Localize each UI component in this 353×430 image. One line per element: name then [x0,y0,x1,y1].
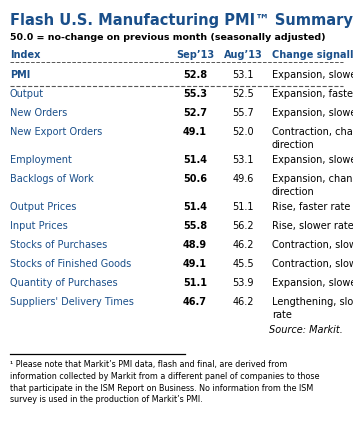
Text: 55.8: 55.8 [183,221,207,230]
Text: Quantity of Purchases: Quantity of Purchases [10,277,118,287]
Text: 52.8: 52.8 [183,70,207,80]
Text: Flash U.S. Manufacturing PMI™ Summary: Flash U.S. Manufacturing PMI™ Summary [10,13,353,28]
Text: Rise, slower rate: Rise, slower rate [272,221,353,230]
Text: Stocks of Finished Goods: Stocks of Finished Goods [10,258,131,268]
Text: 46.2: 46.2 [232,240,254,249]
Text: Contraction, slower rate: Contraction, slower rate [272,240,353,249]
Text: 55.7: 55.7 [232,108,254,118]
Text: 50.6: 50.6 [183,174,207,184]
Text: 51.4: 51.4 [183,155,207,165]
Text: 53.9: 53.9 [232,277,254,287]
Text: Stocks of Purchases: Stocks of Purchases [10,240,107,249]
Text: Expansion, slower rate: Expansion, slower rate [272,70,353,80]
Text: 50.0 = no-change on previous month (seasonally adjusted): 50.0 = no-change on previous month (seas… [10,33,325,42]
Text: Output Prices: Output Prices [10,202,76,212]
Text: 49.1: 49.1 [183,127,207,137]
Text: Output: Output [10,89,44,99]
Text: Change signalled: Change signalled [272,50,353,60]
Text: 48.9: 48.9 [183,240,207,249]
Text: PMI: PMI [10,70,30,80]
Text: Input Prices: Input Prices [10,221,68,230]
Text: Expansion, slower rate: Expansion, slower rate [272,277,353,287]
Text: 53.1: 53.1 [232,155,254,165]
Text: Lengthening, slower
rate: Lengthening, slower rate [272,296,353,319]
Text: Sep’13: Sep’13 [176,50,214,60]
Text: 52.5: 52.5 [232,89,254,99]
Text: 49.6: 49.6 [232,174,254,184]
Text: 46.2: 46.2 [232,296,254,306]
Text: 52.7: 52.7 [183,108,207,118]
Text: Expansion, slower rate: Expansion, slower rate [272,155,353,165]
Text: 52.0: 52.0 [232,127,254,137]
Text: Expansion, slower rate: Expansion, slower rate [272,108,353,118]
Text: Suppliers' Delivery Times: Suppliers' Delivery Times [10,296,134,306]
Text: 51.1: 51.1 [232,202,254,212]
Text: 49.1: 49.1 [183,258,207,268]
Text: 46.7: 46.7 [183,296,207,306]
Text: ¹ Please note that Markit’s PMI data, flash and final, are derived from
informat: ¹ Please note that Markit’s PMI data, fl… [10,359,319,403]
Text: Contraction, change in
direction: Contraction, change in direction [272,127,353,150]
Text: Rise, faster rate: Rise, faster rate [272,202,351,212]
Text: 51.1: 51.1 [183,277,207,287]
Text: Index: Index [10,50,40,60]
Text: Source: Markit.: Source: Markit. [269,324,343,334]
Text: Expansion, faster rate: Expansion, faster rate [272,89,353,99]
Text: Employment: Employment [10,155,72,165]
Text: Expansion, change in
direction: Expansion, change in direction [272,174,353,197]
Text: New Orders: New Orders [10,108,67,118]
Text: New Export Orders: New Export Orders [10,127,102,137]
Text: 55.3: 55.3 [183,89,207,99]
Text: 53.1: 53.1 [232,70,254,80]
Text: Contraction, slower rate: Contraction, slower rate [272,258,353,268]
Text: 45.5: 45.5 [232,258,254,268]
Text: Aug’13: Aug’13 [223,50,262,60]
Text: 51.4: 51.4 [183,202,207,212]
Text: Backlogs of Work: Backlogs of Work [10,174,94,184]
Text: 56.2: 56.2 [232,221,254,230]
